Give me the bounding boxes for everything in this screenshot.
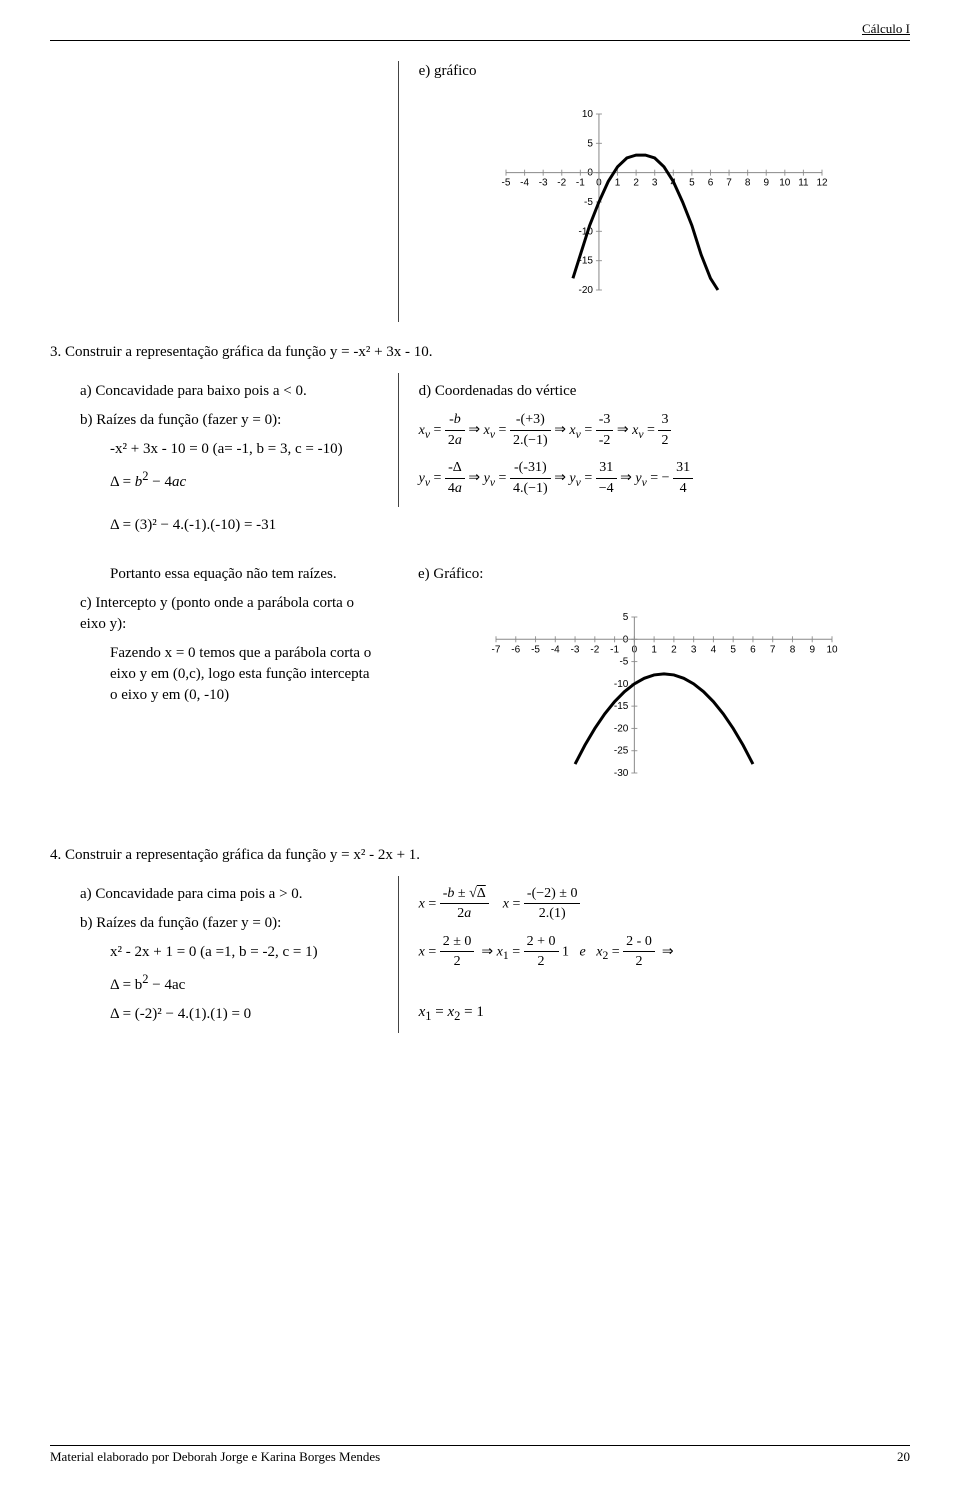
p3-b: b) Raízes da função (fazer y = 0): (50, 410, 378, 431)
chart-1: -5-4-3-2-101234567891011121050-5-10-15-2… (484, 92, 844, 312)
p3-c-body: Fazendo x = 0 temos que a parábola corta… (50, 643, 378, 706)
svg-text:2: 2 (671, 644, 677, 655)
p3-yv: yv = -Δ4a ⇒ yv = -(-31)4.(−1) ⇒ yv = 31−… (419, 458, 910, 498)
p3-delta-calc: Δ = (3)² − 4.(-1).(-10) = -31 (50, 515, 910, 536)
svg-text:2: 2 (634, 178, 640, 189)
svg-text:3: 3 (652, 178, 658, 189)
svg-text:-5: -5 (584, 197, 593, 208)
svg-text:-20: -20 (614, 723, 629, 734)
svg-text:8: 8 (745, 178, 751, 189)
chart-2: -7-6-5-4-3-2-101234567891050-5-10-15-20-… (474, 595, 854, 795)
svg-text:10: 10 (582, 109, 594, 120)
p3-xv: xv = -b2a ⇒ xv = -(+3)2.(−1) ⇒ xv = -3-2… (419, 410, 910, 450)
svg-text:6: 6 (708, 178, 714, 189)
p4-roots: x1 = x2 = 1 (419, 1002, 910, 1026)
p4-b-eq: x² - 2x + 1 = 0 (a =1, b = -2, c = 1) (50, 942, 378, 963)
svg-text:3: 3 (691, 644, 697, 655)
svg-text:-30: -30 (614, 768, 629, 779)
svg-text:10: 10 (780, 178, 792, 189)
footer-rule (50, 1445, 910, 1446)
p4-delta-calc: Δ = (-2)² − 4.(1).(1) = 0 (50, 1004, 378, 1025)
footer-page: 20 (897, 1448, 910, 1466)
svg-text:7: 7 (727, 178, 733, 189)
svg-text:-15: -15 (614, 701, 629, 712)
svg-text:-2: -2 (590, 644, 599, 655)
svg-text:5: 5 (689, 178, 695, 189)
section-e-label: e) gráfico (419, 61, 910, 82)
p3-noroots: Portanto essa equação não tem raízes. (50, 564, 378, 585)
problem3-title: 3. Construir a representação gráfica da … (50, 342, 910, 363)
p3-a: a) Concavidade para baixo pois a < 0. (50, 381, 378, 402)
course-header: Cálculo I (50, 20, 910, 38)
svg-text:11: 11 (799, 178, 810, 189)
svg-text:5: 5 (730, 644, 736, 655)
svg-text:9: 9 (764, 178, 770, 189)
svg-text:-4: -4 (520, 178, 529, 189)
p4-x2: x = 2 ± 02 ⇒ x1 = 2 + 02 1 e x2 = 2 - 02… (419, 932, 910, 972)
svg-text:-3: -3 (571, 644, 580, 655)
svg-text:5: 5 (623, 612, 629, 623)
svg-text:10: 10 (826, 644, 838, 655)
svg-text:-5: -5 (619, 656, 628, 667)
p4-a: a) Concavidade para cima pois a > 0. (50, 884, 378, 905)
svg-text:1: 1 (615, 178, 621, 189)
svg-text:8: 8 (790, 644, 796, 655)
svg-text:-7: -7 (492, 644, 501, 655)
p3-c-title: c) Intercepto y (ponto onde a parábola c… (50, 593, 378, 635)
svg-text:12: 12 (817, 178, 829, 189)
p4-delta-f: Δ = b2 − 4ac (50, 971, 378, 996)
p3-delta-f: Δ = b2 − 4ac (50, 468, 378, 493)
svg-text:-2: -2 (558, 178, 567, 189)
svg-text:-4: -4 (551, 644, 560, 655)
svg-text:-6: -6 (511, 644, 520, 655)
p4-b: b) Raízes da função (fazer y = 0): (50, 913, 378, 934)
p3-e: e) Gráfico: (418, 564, 910, 585)
svg-text:-1: -1 (576, 178, 585, 189)
svg-text:-3: -3 (539, 178, 548, 189)
svg-text:6: 6 (750, 644, 756, 655)
p3-d: d) Coordenadas do vértice (419, 381, 910, 402)
p4-x: x = -b ± √Δ2a x = -(−2) ± 02.(1) (419, 884, 910, 924)
footer-text: Material elaborado por Deborah Jorge e K… (50, 1448, 380, 1466)
header-rule (50, 40, 910, 41)
p3-b-eq: -x² + 3x - 10 = 0 (a= -1, b = 3, c = -10… (50, 439, 378, 460)
svg-text:1: 1 (651, 644, 657, 655)
svg-text:7: 7 (770, 644, 776, 655)
svg-text:9: 9 (809, 644, 815, 655)
svg-text:-20: -20 (579, 285, 594, 296)
svg-text:-5: -5 (531, 644, 540, 655)
problem4-title: 4. Construir a representação gráfica da … (50, 845, 910, 866)
svg-text:4: 4 (711, 644, 717, 655)
svg-text:-5: -5 (502, 178, 511, 189)
svg-text:-1: -1 (610, 644, 619, 655)
svg-text:5: 5 (588, 139, 594, 150)
svg-text:-25: -25 (614, 745, 629, 756)
